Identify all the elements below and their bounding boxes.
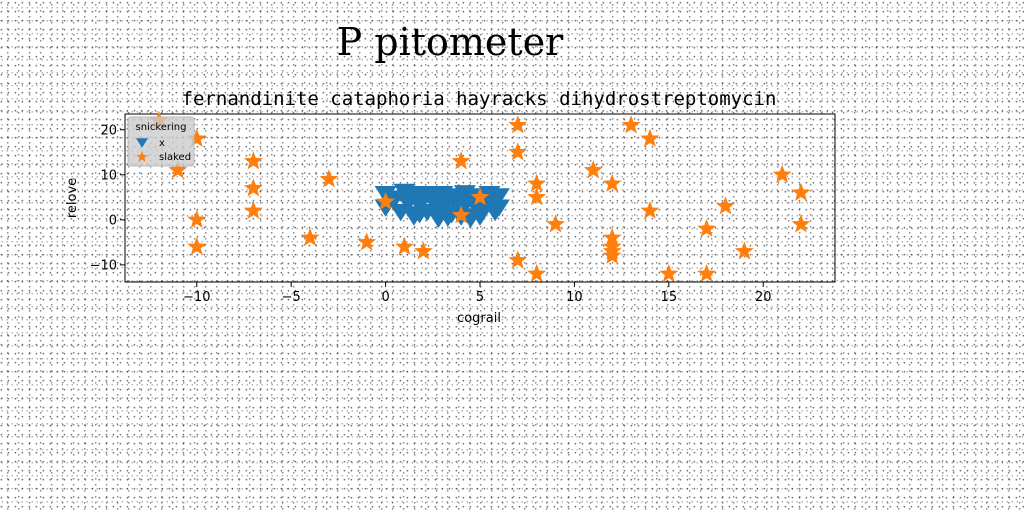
y-tick-label: 10: [100, 168, 117, 183]
legend-box: [127, 116, 195, 167]
legend-title: snickering: [136, 122, 187, 133]
data-point-slaked: [413, 241, 433, 260]
data-point-slaked: [640, 200, 660, 219]
data-point-slaked: [602, 173, 622, 192]
x-tick-label: 20: [755, 290, 772, 305]
legend-marker-slaked: [136, 151, 148, 162]
legend: snickering x slaked: [127, 116, 195, 167]
y-tick-label: 0: [109, 213, 117, 228]
data-point-slaked: [546, 214, 566, 233]
data-point-slaked: [697, 263, 717, 282]
data-point-slaked: [527, 263, 547, 282]
legend-marker-x: [136, 138, 148, 148]
data-point-x: [408, 206, 431, 224]
data-point-slaked: [319, 169, 339, 188]
y-axis-label: relove: [65, 178, 80, 218]
data-point-slaked: [772, 164, 792, 183]
x-axis-label: cograil: [457, 311, 501, 326]
data-point-slaked: [527, 173, 547, 192]
data-point-slaked: [168, 160, 188, 179]
figure-title: P pitometer: [337, 20, 565, 64]
x-tick-label: −5: [282, 290, 301, 305]
data-point-slaked: [243, 151, 263, 170]
x-tick-label: 10: [566, 290, 583, 305]
legend-label-slaked: slaked: [159, 152, 191, 163]
y-axis: −10 0 10 20: [90, 123, 125, 273]
data-point-slaked: [791, 182, 811, 201]
data-point-x: [487, 188, 510, 206]
data-point-slaked: [451, 151, 471, 170]
legend-label-x: x: [159, 138, 165, 149]
data-point-slaked: [451, 205, 471, 224]
data-point-slaked: [508, 142, 528, 161]
y-tick-label: −10: [90, 258, 117, 273]
data-point-slaked: [470, 187, 490, 206]
data-point-slaked: [243, 200, 263, 219]
x-tick-label: −10: [183, 290, 210, 305]
data-point-slaked: [508, 250, 528, 269]
data-markers: [149, 110, 811, 282]
x-tick-label: 15: [661, 290, 678, 305]
data-point-slaked: [640, 128, 660, 147]
data-point-slaked: [715, 196, 735, 215]
data-point-slaked: [300, 227, 320, 246]
data-point-x: [436, 209, 459, 227]
y-tick-label: 20: [100, 123, 117, 138]
data-point-slaked: [602, 245, 622, 264]
legend-star-icon: [136, 151, 148, 162]
data-point-slaked: [527, 187, 547, 206]
data-point-slaked: [243, 178, 263, 197]
x-tick-label: 0: [381, 290, 389, 305]
data-point-slaked: [583, 160, 603, 179]
data-point-slaked: [697, 218, 717, 237]
data-point-x: [487, 199, 510, 217]
legend-triangle-icon: [136, 138, 148, 148]
x-tick-label: 5: [476, 290, 484, 305]
data-point-x: [453, 185, 476, 203]
x-axis: −10 −5 0 5 10 15 20: [183, 282, 772, 305]
chart-title: fernandinite cataphoria hayracks dihydro…: [182, 88, 777, 110]
data-point-slaked: [376, 191, 396, 210]
data-point-slaked: [187, 128, 207, 147]
data-point-slaked: [187, 209, 207, 228]
data-point-x: [374, 199, 397, 217]
data-point-slaked: [357, 232, 377, 251]
data-point-slaked: [659, 263, 679, 282]
data-point-slaked: [394, 236, 414, 255]
data-point-slaked: [734, 241, 754, 260]
data-point-slaked: [187, 236, 207, 255]
data-point-slaked: [508, 115, 528, 134]
data-point-slaked: [621, 115, 641, 134]
data-point-slaked: [791, 214, 811, 233]
